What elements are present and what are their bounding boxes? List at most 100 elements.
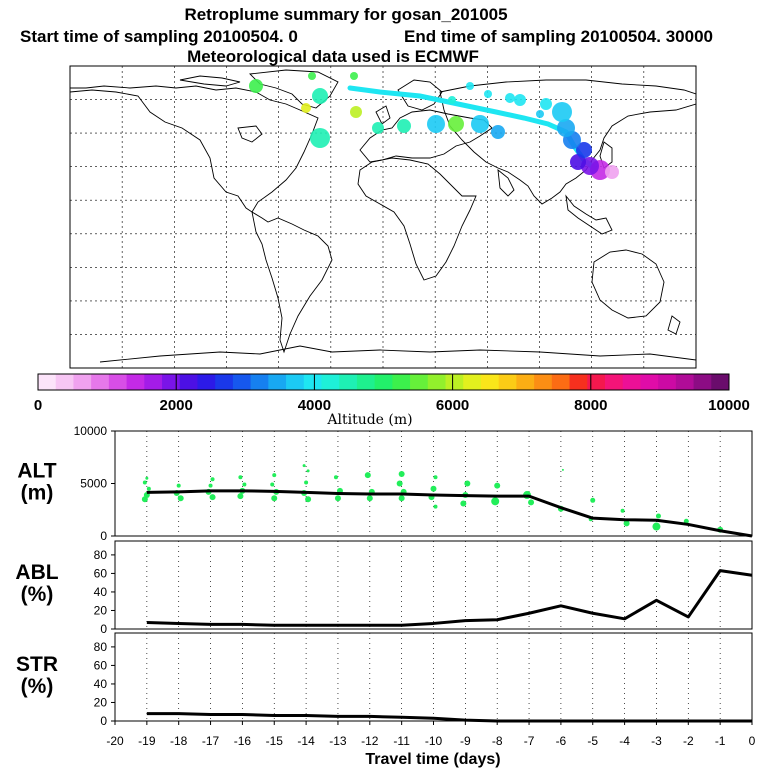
altitude-panel: 10000 5000 0 ALT(m) xyxy=(17,424,753,543)
plume-marker xyxy=(540,98,552,110)
altitude-point xyxy=(396,480,403,487)
x-tick-label: -6 xyxy=(556,734,567,748)
colorbar-swatch xyxy=(250,374,269,390)
altitude-point xyxy=(652,522,661,531)
colorbar-swatch xyxy=(303,374,322,390)
x-axis: -20 -19 -18 -17 -16 -15 -14 -13 -12 -11 -10 -9 -8 -7-… xyxy=(106,721,756,768)
plume-marker xyxy=(301,103,311,113)
altitude-point xyxy=(491,497,500,506)
x-tick-label: -9 xyxy=(460,734,471,748)
x-tick-label: -11 xyxy=(393,734,410,748)
y-tick-label: 0 xyxy=(100,714,107,728)
colorbar-swatch xyxy=(232,374,252,390)
plume-marker xyxy=(308,72,316,80)
plume-marker xyxy=(372,122,384,134)
colorbar-swatch xyxy=(463,374,482,390)
colorbar-swatch xyxy=(268,374,287,390)
plume-marker xyxy=(471,115,489,133)
altitude-point xyxy=(366,495,373,502)
colorbar-tick-label: 2000 xyxy=(160,397,193,414)
altitude-point xyxy=(272,473,277,478)
y-tick-label: 60 xyxy=(94,658,108,672)
altitude-point xyxy=(460,500,467,507)
colorbar-swatch xyxy=(356,374,376,390)
x-tick-label: -18 xyxy=(170,734,188,748)
colorbar-swatch xyxy=(693,374,712,390)
altitude-point xyxy=(304,480,309,485)
start-time-label: Start time of sampling 20100504. 0 xyxy=(20,27,298,46)
colorbar-swatch xyxy=(162,374,181,390)
plume-marker xyxy=(427,115,445,133)
altitude-point xyxy=(146,486,151,491)
colorbar-swatch xyxy=(38,374,57,390)
colorbar-swatch xyxy=(144,374,163,390)
plume-marker xyxy=(514,94,526,106)
x-tick-label: -15 xyxy=(266,734,284,748)
colorbar-swatch xyxy=(91,374,110,390)
y-tick-label: 0 xyxy=(100,622,107,636)
panel-ylabel: STR xyxy=(16,653,58,676)
colorbar-tick-label: 6000 xyxy=(436,397,469,414)
altitude-point xyxy=(364,472,371,479)
colorbar-swatch xyxy=(498,374,517,390)
altitude-point xyxy=(242,482,247,487)
colorbar-tick-label: 0 xyxy=(34,397,42,414)
colorbar-swatch xyxy=(286,374,305,390)
plume-marker xyxy=(466,82,474,90)
colorbar-swatch xyxy=(197,374,216,390)
altitude-point xyxy=(433,504,438,509)
colorbar-swatch xyxy=(427,374,446,390)
colorbar-tick-label: 4000 xyxy=(298,397,331,414)
plume-marker xyxy=(310,128,330,148)
y-tick-label: 0 xyxy=(100,529,107,543)
altitude-point xyxy=(176,483,181,488)
colorbar-swatch xyxy=(339,374,358,390)
world-map xyxy=(69,65,697,369)
series-line xyxy=(146,712,752,723)
colorbar-swatch xyxy=(534,374,553,390)
colorbar-swatch xyxy=(392,374,411,390)
y-tick-label: 60 xyxy=(94,566,108,580)
x-tick-label: -16 xyxy=(234,734,252,748)
altitude-point xyxy=(494,482,501,489)
panel-ylabel-unit: (m) xyxy=(21,482,54,505)
y-tick-label: 40 xyxy=(94,585,108,599)
x-tick-label: -10 xyxy=(425,734,443,748)
colorbar-swatch xyxy=(569,374,588,390)
colorbar-swatch xyxy=(658,374,677,390)
end-time-label: End time of sampling 20100504. 30000 xyxy=(404,27,713,46)
colorbar-swatch xyxy=(108,374,127,390)
x-tick-label: -20 xyxy=(106,734,124,748)
panel-frame xyxy=(114,632,753,722)
altitude-point xyxy=(271,495,278,502)
altitude-point xyxy=(464,480,471,487)
altitude-point xyxy=(210,477,215,482)
colorbar-swatch xyxy=(179,374,198,390)
series-line xyxy=(146,489,753,538)
altitude-point xyxy=(430,485,437,492)
y-tick-label: 10000 xyxy=(74,424,108,438)
x-tick-label: -7 xyxy=(524,734,535,748)
colorbar-swatch xyxy=(55,374,74,390)
altitude-point xyxy=(142,480,147,485)
colorbar-swatch xyxy=(126,374,145,390)
altitude-point xyxy=(528,499,535,506)
plume-marker xyxy=(350,106,362,118)
altitude-point xyxy=(590,497,596,503)
figure-title: Retroplume summary for gosan_201005 xyxy=(184,5,507,24)
plume-marker xyxy=(570,154,586,170)
x-tick-label: -3 xyxy=(651,734,662,748)
altitude-point xyxy=(145,476,149,480)
altitude-point xyxy=(623,520,630,527)
colorbar-swatch xyxy=(480,374,500,390)
plume-marker xyxy=(397,119,411,133)
plume-marker xyxy=(536,110,544,118)
altitude-point xyxy=(333,475,338,480)
altitude-point xyxy=(208,483,213,488)
x-axis-label: Travel time (days) xyxy=(365,751,500,768)
panel-frame xyxy=(114,540,753,630)
colorbar-swatch xyxy=(587,374,606,390)
x-tick-label: -17 xyxy=(202,734,220,748)
plume-marker xyxy=(350,72,358,80)
